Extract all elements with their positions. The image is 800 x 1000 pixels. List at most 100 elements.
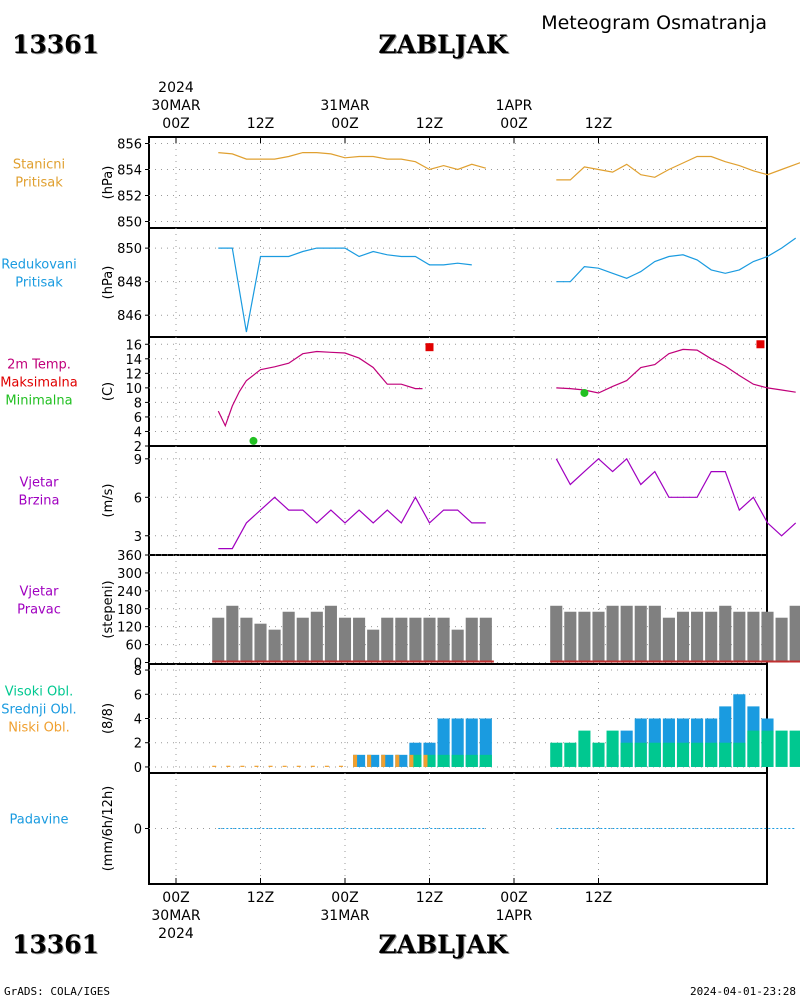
panel-label-temperature-0: 2m Temp. — [7, 358, 71, 373]
time-tick-bottom-0: 00Z — [162, 890, 189, 906]
cloud-high-bar-37 — [789, 730, 800, 767]
time-tick-top-4: 00Z — [500, 116, 527, 132]
cloud-high-bar-18 — [465, 754, 478, 767]
footer-credit: GrADS: COLA/IGES — [4, 985, 110, 998]
wind-dir-bar-1 — [226, 605, 239, 663]
date-label-top-0: 30MAR — [151, 98, 200, 114]
wind-dir-bar-9 — [338, 617, 352, 663]
panel-label-precipitation-0: Padavine — [10, 813, 69, 828]
ytick-label-temperature-2: 6 — [134, 411, 142, 426]
ytick-label-wind_speed-0: 3 — [134, 530, 142, 545]
series-line-station_pressure-1 — [556, 155, 800, 181]
ytick-label-wind_direction-2: 120 — [117, 621, 142, 636]
cloud-high-bar-29 — [676, 742, 690, 767]
panel-label-clouds-2: Niski Obl. — [8, 721, 70, 736]
ytick-label-temperature-4: 10 — [125, 382, 142, 397]
wind-dir-bar-37 — [789, 605, 800, 663]
cloud-high-bar-25 — [620, 742, 633, 767]
ytick-label-wind_direction-5: 300 — [117, 567, 142, 582]
wind-dir-base-35 — [761, 660, 776, 663]
series-line-temperature-0 — [217, 350, 423, 428]
ytick-label-wind_direction-0: 0 — [134, 657, 142, 672]
panel-label-temperature-2: Minimalna — [5, 394, 72, 409]
cloud-high-bar-35 — [761, 730, 774, 767]
ytick-label-temperature-0: 2 — [134, 440, 142, 455]
wind-dir-base-26 — [634, 660, 649, 663]
wind-dir-bar-10 — [353, 617, 366, 663]
date-label-bottom-4: 1APR — [496, 908, 533, 924]
wind-dir-bar-34 — [747, 611, 760, 663]
cloud-high-bar-33 — [733, 742, 746, 767]
unit-label-station_pressure: (hPa) — [101, 166, 116, 200]
wind-dir-base-0 — [212, 660, 227, 663]
ytick-label-clouds-0: 0 — [134, 761, 142, 776]
cloud-high-bar-19 — [479, 754, 492, 767]
station-id-bottom: 13361 — [12, 930, 99, 959]
wind-dir-bar-28 — [662, 617, 675, 663]
cloud-low-bar-7 — [310, 765, 315, 767]
wind-dir-base-23 — [592, 660, 607, 663]
panel-label-clouds-1: Srednji Obl. — [1, 703, 76, 718]
wind-dir-base-2 — [240, 660, 255, 663]
wind-dir-base-11 — [367, 660, 382, 663]
station-name-top: ZABLJAK — [378, 30, 508, 59]
wind-dir-bar-2 — [240, 617, 253, 663]
series-line-temperature-1 — [556, 348, 796, 394]
cloud-low-bar-2 — [240, 765, 245, 767]
wind-dir-base-32 — [719, 660, 734, 663]
time-tick-top-1: 12Z — [247, 116, 274, 132]
wind-dir-bar-19 — [479, 617, 492, 663]
min-temp-marker-0 — [249, 436, 258, 445]
wind-dir-base-7 — [310, 660, 325, 663]
wind-dir-base-25 — [620, 660, 635, 663]
wind-dir-base-3 — [254, 660, 269, 663]
wind-dir-bar-14 — [409, 617, 422, 663]
ytick-label-wind_direction-6: 360 — [117, 549, 142, 564]
cloud-low-bar-14 — [409, 754, 414, 767]
wind-dir-base-28 — [662, 660, 677, 663]
cloud-low-bar-4 — [268, 765, 273, 767]
time-tick-top-5: 12Z — [585, 116, 612, 132]
date-label-bottom-0: 30MAR — [151, 908, 200, 924]
wind-dir-base-1 — [226, 660, 241, 663]
panel-label-temperature-1: Maksimalna — [0, 376, 78, 391]
wind-dir-bar-5 — [282, 611, 295, 663]
wind-dir-bar-6 — [296, 617, 309, 663]
wind-dir-bar-7 — [310, 611, 323, 663]
cloud-low-bar-12 — [381, 754, 386, 767]
wind-dir-bar-17 — [451, 629, 464, 663]
ytick-label-wind_direction-4: 240 — [117, 585, 142, 600]
wind-dir-base-14 — [409, 660, 424, 663]
time-tick-bottom-1: 12Z — [247, 890, 274, 906]
panel-frame-wind_speed — [148, 445, 768, 556]
wind-dir-bar-25 — [620, 605, 633, 663]
wind-dir-bar-8 — [324, 605, 337, 663]
wind-dir-bar-22 — [578, 611, 591, 663]
wind-dir-bar-12 — [381, 617, 394, 663]
wind-dir-base-22 — [578, 660, 593, 663]
time-tick-bottom-3: 12Z — [416, 890, 443, 906]
ytick-label-reduced_pressure-0: 846 — [117, 309, 142, 324]
year-label-bottom: 2024 — [158, 926, 194, 942]
wind-dir-base-36 — [775, 660, 790, 663]
cloud-high-bar-21 — [564, 742, 577, 767]
cloud-high-bar-32 — [719, 742, 732, 767]
wind-dir-base-29 — [676, 660, 692, 663]
wind-dir-base-15 — [423, 660, 438, 663]
wind-dir-bar-4 — [268, 629, 281, 663]
wind-dir-base-30 — [691, 660, 706, 663]
ytick-label-wind_speed-1: 6 — [134, 491, 142, 506]
panel-label-wind_direction-1: Pravac — [17, 603, 61, 618]
wind-dir-bar-27 — [648, 605, 661, 663]
panel-frame-temperature — [148, 336, 768, 447]
date-label-top-2: 31MAR — [320, 98, 369, 114]
wind-dir-bar-24 — [606, 605, 619, 663]
time-tick-top-0: 00Z — [162, 116, 189, 132]
wind-dir-bar-18 — [465, 617, 478, 663]
cloud-high-bar-16 — [437, 754, 450, 767]
cloud-low-bar-5 — [282, 765, 287, 767]
cloud-high-bar-30 — [691, 742, 704, 767]
ytick-label-station_pressure-0: 850 — [117, 216, 142, 231]
time-tick-top-3: 12Z — [416, 116, 443, 132]
